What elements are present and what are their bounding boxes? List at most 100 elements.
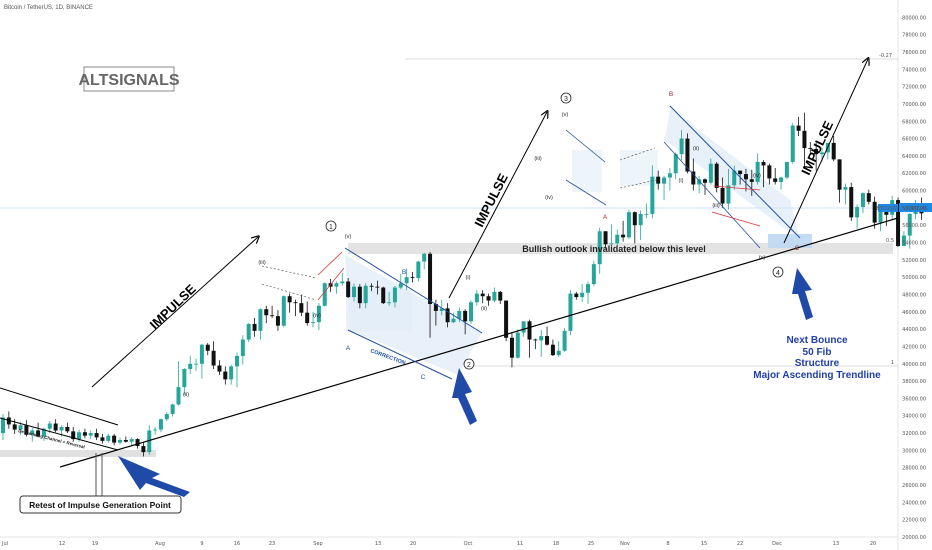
candle-body (703, 179, 707, 183)
subwave-v-oct: (v) (562, 112, 569, 118)
time-tick-label: 25 (588, 541, 594, 547)
candle (457, 307, 462, 323)
candle (632, 211, 637, 244)
price-tick-label: 54000.00 (902, 241, 926, 247)
desc-channel-lower (0, 417, 119, 451)
candle-body (545, 336, 550, 345)
blue-arrow-wave2 (452, 368, 477, 425)
candle (106, 433, 111, 443)
candle-body (375, 286, 380, 288)
wave-4-label: 4 (776, 270, 780, 277)
candle (328, 278, 333, 292)
candle (591, 260, 596, 286)
candle-body (474, 293, 479, 303)
candle-body (141, 446, 146, 453)
candle-body (316, 305, 321, 323)
candle (644, 203, 649, 219)
major-ascending-trendline[interactable] (59, 217, 899, 468)
price-tick-label: 68000.00 (902, 119, 926, 125)
candle (340, 272, 345, 286)
candle-body (30, 430, 35, 435)
candle-body (428, 253, 433, 305)
time-tick-label: Oct (464, 541, 473, 547)
candle (264, 305, 269, 324)
candle (24, 420, 29, 437)
candle-body (404, 277, 409, 284)
candle (82, 428, 87, 439)
candle (30, 427, 35, 442)
subwave-ii-aug: (ii) (183, 392, 189, 398)
candle (901, 231, 906, 246)
candle-body (849, 187, 854, 218)
candle-body (685, 138, 690, 172)
wave-c-nov: C (795, 245, 800, 252)
candle (363, 283, 368, 309)
time-tick-label: Jul (1, 541, 8, 547)
candle-body (258, 309, 263, 331)
candle-body (129, 439, 134, 442)
price-tick-label: 36000.00 (902, 396, 926, 402)
subwave-iv-aug: (iv) (313, 313, 321, 319)
wave3-flag-box (572, 150, 602, 192)
subwave-iii-nov: (iii) (712, 203, 719, 209)
candle (708, 158, 713, 185)
candle (170, 403, 175, 417)
candle-body (217, 365, 222, 372)
subwave-v-sep: (v) (345, 234, 352, 240)
time-tick-label: 12 (59, 541, 65, 547)
price-tick-label: 58000.00 (902, 206, 926, 212)
candle (703, 178, 707, 195)
ticker-tag: BTCUSDT (876, 204, 901, 212)
wave-c-sep: C (421, 374, 426, 381)
price-axis[interactable]: 20000.00 22000.00 24000.00 26000.00 28000.00… (902, 15, 926, 541)
candle-body (901, 235, 906, 246)
wave4-red-upper (713, 185, 761, 191)
candle-body (147, 430, 152, 453)
candle-body (392, 287, 397, 303)
candle-body (53, 423, 58, 431)
candle (556, 341, 561, 357)
candle (311, 311, 316, 328)
candle (375, 280, 380, 295)
candle-body (94, 433, 99, 438)
candle-body (235, 355, 239, 367)
candle-body (732, 170, 737, 186)
candle (176, 361, 181, 406)
candle-body (305, 312, 310, 324)
candle-body (626, 212, 631, 238)
candle (392, 285, 397, 308)
wave-1-label: 1 (329, 224, 333, 231)
candle (422, 252, 427, 270)
candle (118, 437, 122, 445)
time-tick-label: 11 (517, 541, 523, 547)
candle (199, 343, 204, 379)
candle-body (650, 176, 655, 214)
wave-b-sep: B (402, 269, 406, 276)
candle (773, 168, 778, 185)
candle-body (884, 211, 889, 215)
watermark-box: ALTSIGNALS (78, 66, 180, 92)
retest-callout: Retest of Impulse Generation Point (19, 495, 182, 514)
wave3-flag-lower (565, 179, 607, 206)
ticker-text: BTCUSDT (876, 206, 900, 212)
price-tick-label: 60000.00 (902, 189, 926, 195)
candle-body (188, 363, 193, 369)
candle-body (369, 285, 374, 287)
time-axis[interactable]: Jul 12 19 Aug 9 16 23 Sep 13 20 Oct 11 18 25 Nov 8 15 22 D… (1, 541, 876, 547)
candle (720, 177, 725, 208)
candle-body (755, 161, 760, 182)
candle (615, 229, 620, 246)
red-flag-upper (317, 251, 343, 276)
candle-body (463, 310, 468, 322)
candle (65, 422, 70, 434)
time-tick-label: 23 (269, 541, 275, 547)
candle (153, 427, 158, 435)
candle (451, 312, 456, 324)
candle-body (656, 176, 661, 184)
candle (369, 283, 374, 292)
labels-layer: Bitcoin / TetherUS, 1D, BINANCE ALTSIGNA… (4, 5, 932, 514)
subwave-ii-nov: (ii) (693, 146, 699, 152)
candle (767, 163, 772, 185)
time-tick-label: 15 (701, 541, 707, 547)
